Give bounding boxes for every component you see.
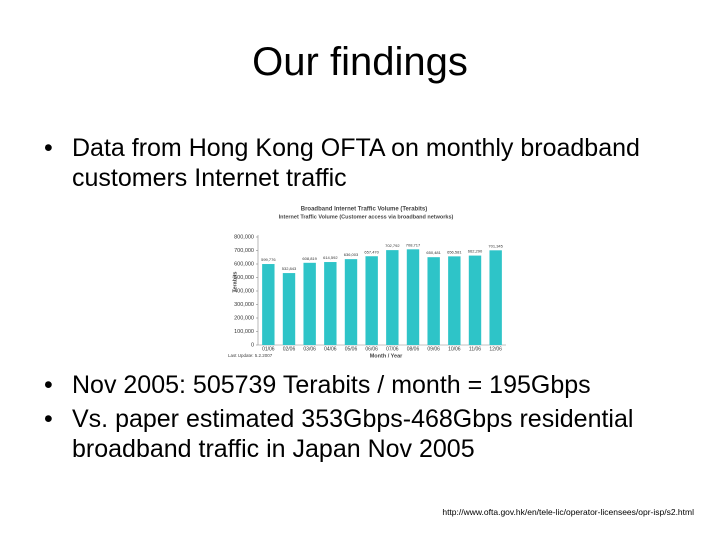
y-tick-label: 300,000 [234,302,254,308]
value-label: 614,592 [323,255,338,260]
x-tick-label: 04/06 [324,346,337,352]
chart-title: Broadband Internet Traffic Volume (Terab… [301,207,427,213]
bullet-list: Data from Hong Kong OFTA on monthly broa… [44,133,664,197]
value-label: 650,481 [426,250,441,255]
chart: Broadband Internet Traffic Volume (Terab… [228,207,506,359]
bar [427,257,440,345]
value-label: 532,843 [282,266,297,271]
bar [262,264,275,345]
x-tick-label: 12/06 [489,346,502,352]
bar [386,250,399,345]
value-label: 657,470 [364,249,379,254]
y-tick-label: 600,000 [234,261,254,267]
y-tick-label: 200,000 [234,315,254,321]
bar [303,262,316,345]
value-label: 599,776 [261,257,276,262]
y-tick-label: 0 [251,342,254,348]
x-tick-label: 06/06 [365,346,378,352]
bullet: Nov 2005: 505739 Terabits / month = 195G… [44,370,664,400]
x-tick-label: 07/06 [386,346,399,352]
source-url: http://www.ofta.gov.hk/en/tele-lic/opera… [442,507,694,517]
slide-title: Our findings [252,40,468,84]
bar [489,250,502,345]
bar [282,273,296,345]
bar [365,256,378,345]
bullet-list: Nov 2005: 505739 Terabits / month = 195G… [44,370,664,468]
bullet: Data from Hong Kong OFTA on monthly broa… [44,133,664,193]
bar [448,256,461,345]
y-tick-label: 400,000 [234,288,254,294]
bar [468,255,482,345]
y-axis-label: Terabits [232,272,238,293]
bar [344,259,358,345]
value-label: 662,290 [468,249,483,254]
chart-subtitle: Internet Traffic Volume (Customer access… [279,214,454,220]
value-label: 701,345 [488,243,503,248]
bar [324,262,337,345]
y-tick-label: 100,000 [234,329,254,335]
value-label: 702,792 [385,243,400,248]
value-label: 708,717 [406,242,421,247]
chart-note: Last Update: 5.2.2007 [228,353,273,358]
value-label: 656,581 [447,249,462,254]
x-tick-label: 10/06 [448,346,461,352]
bar [406,249,420,345]
x-tick-label: 11/06 [469,346,481,352]
x-tick-label: 02/06 [283,346,296,352]
y-tick-label: 700,000 [234,248,254,254]
y-tick-label: 800,000 [234,234,254,240]
x-axis-label: Month / Year [370,353,403,359]
x-tick-label: 09/06 [427,346,440,352]
x-tick-label: 05/06 [345,346,358,352]
bullet: Vs. paper estimated 353Gbps-468Gbps resi… [44,404,664,464]
x-tick-label: 08/06 [407,346,420,352]
value-label: 636,003 [344,252,359,257]
value-label: 608,819 [302,256,317,261]
y-tick-label: 500,000 [234,275,254,281]
x-tick-label: 01/06 [262,346,275,352]
x-tick-label: 03/06 [303,346,316,352]
